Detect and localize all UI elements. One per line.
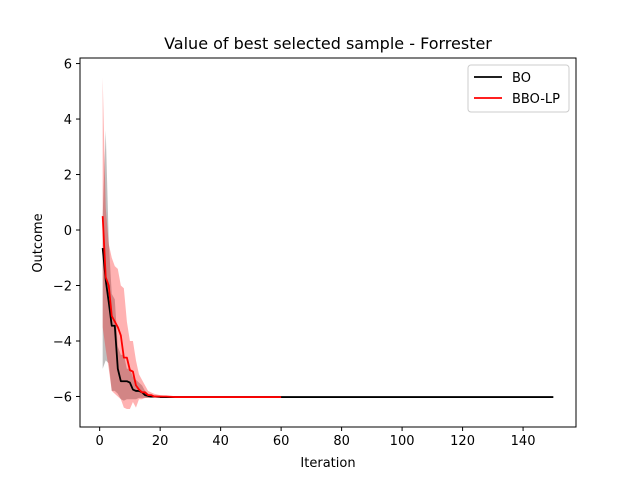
y-tick-label: 6 — [64, 58, 72, 73]
confidence-band-bbo-lp — [102, 77, 282, 409]
axes-frame — [79, 57, 577, 428]
x-tick-label: 60 — [273, 434, 290, 449]
legend-label-bo: BO — [512, 71, 531, 86]
legend-label-bbo-lp: BBO-LP — [512, 92, 560, 107]
x-tick-label: 140 — [511, 434, 536, 449]
y-axis-label: Outcome — [31, 213, 46, 272]
x-tick-label: 20 — [152, 434, 169, 449]
chart-title: Value of best selected sample - Forreste… — [164, 34, 492, 53]
x-tick-label: 100 — [390, 434, 415, 449]
x-tick-label: 0 — [96, 434, 104, 449]
axes: 0 20 40 60 80 100 120 140 −6 −4 −2 0 2 4 6 — [53, 57, 577, 449]
y-tick-label: 0 — [64, 224, 72, 239]
y-tick-label: −6 — [53, 390, 72, 405]
series-line-bbo-lp — [101, 216, 282, 398]
legend: BO BBO-LP — [467, 64, 570, 113]
y-tick-label: 2 — [64, 169, 72, 184]
plot-area — [101, 77, 554, 409]
y-tick-label: −2 — [53, 280, 72, 295]
x-tick-label: 80 — [333, 434, 350, 449]
y-tick-label: 4 — [64, 113, 72, 128]
x-axis-label: Iteration — [300, 456, 355, 471]
y-tick-label: −4 — [53, 335, 72, 350]
x-tick-label: 40 — [212, 434, 229, 449]
x-tick-label: 120 — [450, 434, 475, 449]
